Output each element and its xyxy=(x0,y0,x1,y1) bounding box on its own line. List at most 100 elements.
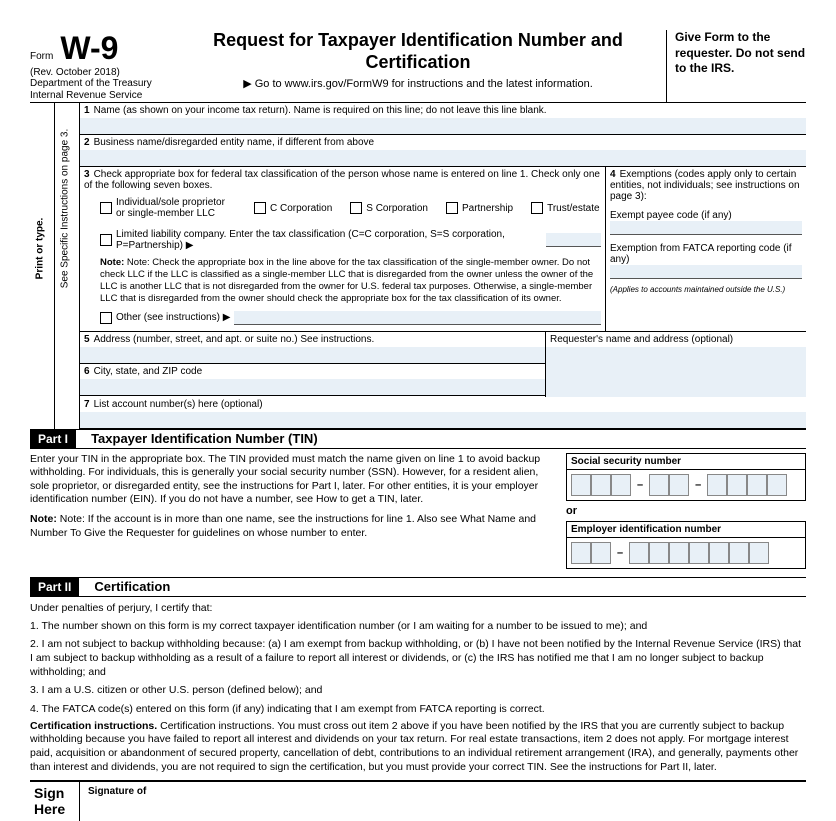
vert-print-type: Print or type. xyxy=(35,149,46,349)
llc-classification-input[interactable] xyxy=(546,233,601,247)
ein-digit[interactable] xyxy=(571,542,591,564)
cert-item-3: 3. I am a U.S. citizen or other U.S. per… xyxy=(30,683,806,697)
field-5-label: Address (number, street, and apt. or sui… xyxy=(94,334,375,345)
field-2-num: 2 xyxy=(84,137,90,148)
signature-of-label: Signature of xyxy=(88,786,146,797)
header-center: Request for Taxpayer Identification Numb… xyxy=(170,30,666,102)
tin-boxes-area: Social security number – – or Employer i… xyxy=(566,453,806,569)
part-1-label: Part I xyxy=(30,430,76,448)
tin-section: Enter your TIN in the appropriate box. T… xyxy=(30,449,806,569)
checkbox-other[interactable] xyxy=(100,312,112,324)
cb-scorp-label: S Corporation xyxy=(366,203,428,214)
form-number: W-9 xyxy=(60,30,118,66)
field-1-input[interactable] xyxy=(80,118,806,134)
checkbox-individual[interactable] xyxy=(100,202,112,214)
ssn-digit[interactable] xyxy=(727,474,747,496)
form-title: Request for Taxpayer Identification Numb… xyxy=(180,30,656,73)
ein-digit[interactable] xyxy=(689,542,709,564)
vertical-label-col: Print or type. xyxy=(30,103,55,429)
certification-list: Under penalties of perjury, I certify th… xyxy=(30,597,806,716)
field-7-num: 7 xyxy=(84,399,90,410)
ssn-digit[interactable] xyxy=(669,474,689,496)
cb-individual-label: Individual/sole proprietor or single-mem… xyxy=(116,197,236,219)
field-3-label: Check appropriate box for federal tax cl… xyxy=(84,169,600,191)
part-2-title: Certification xyxy=(94,579,170,594)
checkbox-scorp[interactable] xyxy=(350,202,362,214)
ein-digit[interactable] xyxy=(591,542,611,564)
part-2-header: Part II Certification xyxy=(30,577,806,597)
field-7-input[interactable] xyxy=(80,412,806,428)
ein-digit[interactable] xyxy=(669,542,689,564)
ssn-digit[interactable] xyxy=(767,474,787,496)
cert-item-1: 1. The number shown on this form is my c… xyxy=(30,619,806,633)
field-2-label: Business name/disregarded entity name, i… xyxy=(94,137,375,148)
field-5-row: 5Address (number, street, and apt. or su… xyxy=(80,332,806,397)
field-2-input[interactable] xyxy=(80,150,806,166)
other-input[interactable] xyxy=(234,311,601,325)
exempt-fatca-label: Exemption from FATCA reporting code (if … xyxy=(610,243,802,265)
dash: – xyxy=(631,479,649,491)
part-1-title: Taxpayer Identification Number (TIN) xyxy=(91,431,318,446)
field-1-row: 1Name (as shown on your income tax retur… xyxy=(80,103,806,135)
checkbox-ccorp[interactable] xyxy=(254,202,266,214)
form-w9-page: Form W-9 (Rev. October 2018) Department … xyxy=(0,0,836,821)
vert-see-instructions: See Specific Instructions on page 3. xyxy=(60,79,71,339)
ein-digit[interactable] xyxy=(649,542,669,564)
goto-link: ▶ Go to www.irs.gov/FormW9 for instructi… xyxy=(180,77,656,90)
ssn-digit[interactable] xyxy=(591,474,611,496)
ssn-digit[interactable] xyxy=(747,474,767,496)
field-4-num: 4 xyxy=(610,169,616,180)
field-5-left: 5Address (number, street, and apt. or su… xyxy=(80,332,546,397)
ssn-digit[interactable] xyxy=(571,474,591,496)
ssn-digit[interactable] xyxy=(707,474,727,496)
field-3-num: 3 xyxy=(84,169,90,180)
ein-digit[interactable] xyxy=(729,542,749,564)
field-4-label: Exemptions (codes apply only to certain … xyxy=(610,169,800,202)
tin-text-2: Note: Note: If the account is in more th… xyxy=(30,513,554,540)
exempt-payee-label: Exempt payee code (if any) xyxy=(610,210,802,221)
checkbox-trust[interactable] xyxy=(531,202,543,214)
cert-item-4: 4. The FATCA code(s) entered on this for… xyxy=(30,702,806,716)
checkbox-llc[interactable] xyxy=(100,234,112,246)
tin-instructions: Enter your TIN in the appropriate box. T… xyxy=(30,453,554,569)
cb-ccorp-label: C Corporation xyxy=(270,203,332,214)
fatca-note: (Applies to accounts maintained outside … xyxy=(610,285,802,294)
ein-digit[interactable] xyxy=(749,542,769,564)
ein-digit[interactable] xyxy=(709,542,729,564)
revision-date: (Rev. October 2018) xyxy=(30,67,162,78)
field-4-area: 4Exemptions (codes apply only to certain… xyxy=(606,167,806,331)
field-2-row: 2 Business name/disregarded entity name, … xyxy=(80,135,806,167)
ssn-label: Social security number xyxy=(566,453,806,469)
ein-digit[interactable] xyxy=(629,542,649,564)
field-6-num: 6 xyxy=(84,366,90,377)
ssn-digit[interactable] xyxy=(649,474,669,496)
requester-area: Requester's name and address (optional) xyxy=(546,332,806,397)
ssn-grid: – – xyxy=(566,469,806,501)
other-label: Other (see instructions) ▶ xyxy=(116,312,230,323)
requester-input[interactable] xyxy=(546,347,806,397)
dash: – xyxy=(689,479,707,491)
sign-row: Sign Here Signature of xyxy=(30,780,806,821)
field-3-4-row: 3Check appropriate box for federal tax c… xyxy=(80,167,806,332)
ssn-digit[interactable] xyxy=(611,474,631,496)
dash: – xyxy=(611,547,629,559)
other-row: Other (see instructions) ▶ xyxy=(84,307,601,329)
tin-text-1: Enter your TIN in the appropriate box. T… xyxy=(30,453,554,508)
or-label: or xyxy=(566,501,806,521)
fields-column: 1Name (as shown on your income tax retur… xyxy=(80,103,806,429)
field-5-input[interactable] xyxy=(80,347,545,363)
note-body: Note: Check the appropriate box in the l… xyxy=(100,257,593,304)
sign-here-label: Sign Here xyxy=(30,782,80,821)
cert-intro: Under penalties of perjury, I certify th… xyxy=(30,601,806,615)
llc-row: Limited liability company. Enter the tax… xyxy=(84,225,601,255)
main-fields-area: Print or type. See Specific Instructions… xyxy=(30,103,806,429)
tin-note-body: Note: If the account is in more than one… xyxy=(30,513,536,539)
cb-trust-label: Trust/estate xyxy=(547,203,599,214)
exempt-payee-input[interactable] xyxy=(610,221,802,235)
exempt-fatca-input[interactable] xyxy=(610,265,802,279)
cert-item-2: 2. I am not subject to backup withholdin… xyxy=(30,637,806,680)
dept-treasury: Department of the Treasury xyxy=(30,78,162,90)
checkbox-partnership[interactable] xyxy=(446,202,458,214)
field-6-input[interactable] xyxy=(80,379,545,395)
field-1-label: Name (as shown on your income tax return… xyxy=(94,105,547,116)
